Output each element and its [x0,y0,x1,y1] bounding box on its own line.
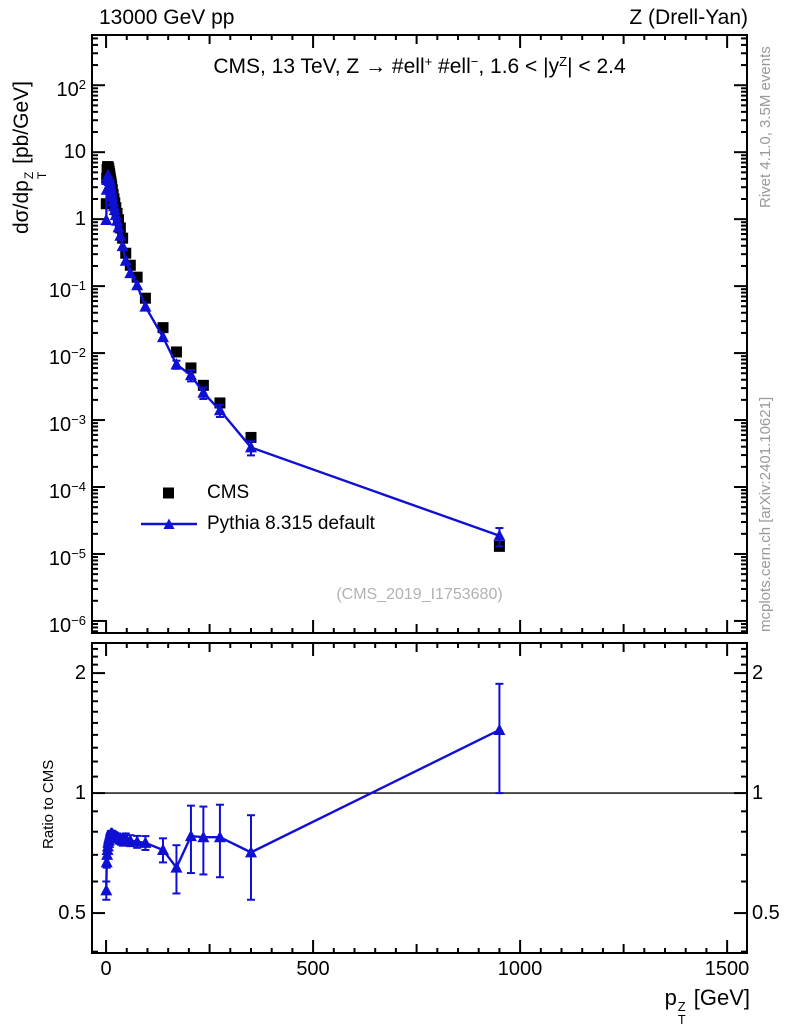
pythia-data-point [114,229,127,241]
ratio-tick-label-left: 2 [74,662,86,684]
ratio-data-point [170,861,183,873]
legend-item-cms: CMS [140,477,440,508]
pythia-data-point [116,239,129,252]
pythia-data-point [213,403,226,416]
y-tick-label: 10−6 [48,613,86,637]
process-label: Z (Drell-Yan) [629,6,748,29]
y-tick-label: 10−2 [48,345,86,369]
x-tick-label: 1500 [704,958,750,980]
pythia-data-point [111,214,124,226]
pythia-data-point [493,529,506,541]
cms-data-point [120,247,132,259]
cms-data-point [214,397,226,409]
ratio-tick-label-left: 0.5 [58,902,86,924]
pythia-data-point [170,357,183,370]
pythia-data-point [197,386,210,398]
ratio-tick-label-right: 0.5 [752,902,780,924]
pythia-data-point [184,368,197,381]
plot-title: CMS, 13 TeV, Z → #ell+ #ell−, 1.6 < |yZ|… [213,54,626,79]
y-tick-label: 10−5 [48,546,86,570]
pythia-data-point [157,330,170,343]
ratio-data-point [493,723,506,735]
analysis-id-watermark: (CMS_2019_I1753680) [336,586,503,603]
y-tick-label: 1 [74,208,86,230]
y-tick-label: 10 [63,141,86,163]
pythia-data-point [109,208,122,221]
ratio-data-point [244,845,257,858]
cms-data-point [245,431,257,443]
ratio-data-point [100,883,113,896]
y-tick-label: 10−3 [48,412,86,436]
cms-data-point [157,322,169,334]
pythia-data-point [119,254,132,266]
ratio-data-point [197,830,210,843]
legend: CMS Pythia 8.315 default [140,477,440,539]
ratio-data-point [139,836,152,848]
pythia-data-point [108,203,121,215]
ratio-tick-label-left: 1 [74,782,86,804]
main-panel-frame [91,34,748,634]
superscript: + [424,54,433,69]
pythia-data-point [139,300,152,312]
pythia-data-point [124,266,137,279]
legend-label-cms: CMS [207,481,250,503]
cms-data-point [185,362,197,374]
beam-energy-label: 13000 GeV pp [99,6,235,29]
ratio-tick-label-right: 1 [752,782,764,804]
cms-data-point [139,292,151,304]
rivet-version-credit: Rivet 4.1.0, 3.5M events [757,46,774,208]
y-tick-label: 102 [56,77,86,101]
ratio-data-point [131,835,144,847]
ratio-data-point [157,843,170,855]
pythia-data-point [112,220,125,233]
pythia-data-point [244,440,257,453]
pythia-data-point [106,190,119,202]
cms-square-marker-icon [140,485,198,501]
ratio-data-point [184,829,197,842]
pythia-line-ratio [105,728,500,891]
x-tick-label: 500 [296,958,330,980]
cms-data-point [131,271,143,283]
ratio-panel-frame [91,642,748,954]
legend-item-pythia: Pythia 8.315 default [140,508,440,539]
cms-data-point [197,379,209,391]
pythia-line-triangle-marker-icon [140,516,198,532]
pythia-data-point [107,194,120,207]
ratio-data-point [100,855,113,868]
superscript: Z [559,54,568,69]
ratio-data-point [213,830,226,843]
y-tick-label: 10−4 [48,479,86,503]
mcplots-credit: mcplots.cern.ch [arXiv:2401.10621] [757,396,774,632]
x-tick-label: 0 [100,958,112,980]
ratio-tick-label-right: 2 [752,662,764,684]
pythia-data-point [131,278,144,291]
cms-data-point [170,346,182,358]
y-tick-label: 10−1 [48,278,86,302]
legend-label-pythia: Pythia 8.315 default [207,512,375,534]
pythia-data-point [100,213,113,226]
y-axis-title: dσ/dp Z T [pb/GeV] [10,81,49,234]
superscript: − [470,54,479,69]
x-tick-label: 1000 [497,958,543,980]
